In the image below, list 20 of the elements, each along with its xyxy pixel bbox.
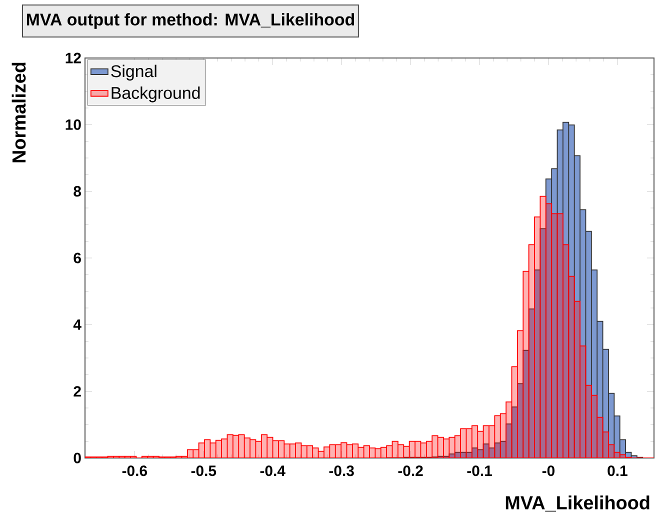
chart-title: MVA output for method: MVA_Likelihood [26,13,354,29]
y-tick-label: 12 [66,52,81,64]
y-tick-label: 8 [74,186,82,197]
x-axis-title: MVA_Likelihood [506,496,650,512]
x-tick-label: 0.1 [608,466,628,476]
x-tick-label: -0.4 [260,466,286,476]
x-tick-label: -0.2 [398,466,423,476]
y-axis-title: Normalized [12,62,26,162]
y-tick-label: 10 [66,119,81,130]
x-tick-label: -0 [542,466,554,476]
x-tick-label: -0.5 [191,466,216,476]
legend-label: Background [112,86,200,102]
x-tick-label: -0.3 [329,466,354,476]
y-tick-label: 0 [74,452,81,464]
x-tick-label: -0.6 [122,466,147,476]
y-tick-label: 2 [74,386,81,397]
x-tick-label: -0.1 [467,466,492,476]
y-tick-label: 4 [73,320,82,330]
y-tick-label: 6 [74,252,81,264]
legend-label: Signal [111,64,156,81]
